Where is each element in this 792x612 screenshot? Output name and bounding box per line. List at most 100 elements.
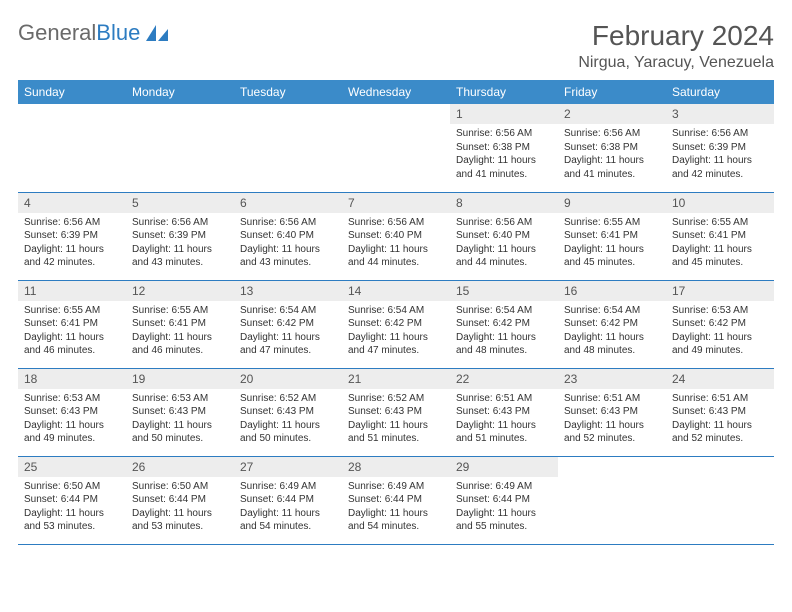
day-number-empty [342,104,450,123]
day-cell [126,104,234,192]
day-cell [558,456,666,544]
day-details: Sunrise: 6:49 AMSunset: 6:44 PMDaylight:… [234,477,342,540]
day-number-empty [558,457,666,477]
day-cell: 22Sunrise: 6:51 AMSunset: 6:43 PMDayligh… [450,368,558,456]
day-number: 11 [18,281,126,301]
day-details: Sunrise: 6:50 AMSunset: 6:44 PMDaylight:… [18,477,126,540]
day-number: 1 [450,104,558,124]
day-cell: 5Sunrise: 6:56 AMSunset: 6:39 PMDaylight… [126,192,234,280]
weekday-header: Monday [126,80,234,104]
day-cell: 18Sunrise: 6:53 AMSunset: 6:43 PMDayligh… [18,368,126,456]
weekday-header: Thursday [450,80,558,104]
day-number-empty [18,104,126,123]
day-number-empty [666,457,774,477]
day-details: Sunrise: 6:54 AMSunset: 6:42 PMDaylight:… [450,301,558,364]
day-number: 12 [126,281,234,301]
day-cell: 7Sunrise: 6:56 AMSunset: 6:40 PMDaylight… [342,192,450,280]
day-number: 9 [558,193,666,213]
logo-part1: General [18,20,96,45]
logo: GeneralBlue [18,20,170,46]
day-cell [666,456,774,544]
day-number: 3 [666,104,774,124]
day-details: Sunrise: 6:56 AMSunset: 6:40 PMDaylight:… [342,213,450,276]
day-number-empty [234,104,342,123]
day-details: Sunrise: 6:55 AMSunset: 6:41 PMDaylight:… [558,213,666,276]
day-cell [342,104,450,192]
day-number: 24 [666,369,774,389]
day-number: 15 [450,281,558,301]
weekday-header: Friday [558,80,666,104]
day-cell: 15Sunrise: 6:54 AMSunset: 6:42 PMDayligh… [450,280,558,368]
day-number: 21 [342,369,450,389]
day-details: Sunrise: 6:55 AMSunset: 6:41 PMDaylight:… [18,301,126,364]
day-number: 29 [450,457,558,477]
logo-part2: Blue [96,20,140,45]
day-number: 19 [126,369,234,389]
weekday-header: Saturday [666,80,774,104]
day-number: 26 [126,457,234,477]
weekday-header: Sunday [18,80,126,104]
day-cell: 11Sunrise: 6:55 AMSunset: 6:41 PMDayligh… [18,280,126,368]
day-cell: 9Sunrise: 6:55 AMSunset: 6:41 PMDaylight… [558,192,666,280]
day-cell: 26Sunrise: 6:50 AMSunset: 6:44 PMDayligh… [126,456,234,544]
day-cell: 6Sunrise: 6:56 AMSunset: 6:40 PMDaylight… [234,192,342,280]
day-cell: 27Sunrise: 6:49 AMSunset: 6:44 PMDayligh… [234,456,342,544]
day-number: 6 [234,193,342,213]
day-details: Sunrise: 6:54 AMSunset: 6:42 PMDaylight:… [558,301,666,364]
weekday-header: Wednesday [342,80,450,104]
calendar-body: 1Sunrise: 6:56 AMSunset: 6:38 PMDaylight… [18,104,774,544]
day-details: Sunrise: 6:56 AMSunset: 6:40 PMDaylight:… [450,213,558,276]
day-details: Sunrise: 6:54 AMSunset: 6:42 PMDaylight:… [234,301,342,364]
day-number: 13 [234,281,342,301]
day-cell: 14Sunrise: 6:54 AMSunset: 6:42 PMDayligh… [342,280,450,368]
month-title: February 2024 [578,20,774,52]
day-details: Sunrise: 6:51 AMSunset: 6:43 PMDaylight:… [450,389,558,452]
day-number-empty [126,104,234,123]
day-details: Sunrise: 6:53 AMSunset: 6:43 PMDaylight:… [126,389,234,452]
day-cell: 16Sunrise: 6:54 AMSunset: 6:42 PMDayligh… [558,280,666,368]
day-details: Sunrise: 6:49 AMSunset: 6:44 PMDaylight:… [450,477,558,540]
day-number: 10 [666,193,774,213]
weekday-header-row: SundayMondayTuesdayWednesdayThursdayFrid… [18,80,774,104]
day-number: 14 [342,281,450,301]
day-details: Sunrise: 6:54 AMSunset: 6:42 PMDaylight:… [342,301,450,364]
day-number: 4 [18,193,126,213]
day-cell: 25Sunrise: 6:50 AMSunset: 6:44 PMDayligh… [18,456,126,544]
day-details: Sunrise: 6:49 AMSunset: 6:44 PMDaylight:… [342,477,450,540]
calendar-week-row: 18Sunrise: 6:53 AMSunset: 6:43 PMDayligh… [18,368,774,456]
day-cell: 4Sunrise: 6:56 AMSunset: 6:39 PMDaylight… [18,192,126,280]
day-cell: 1Sunrise: 6:56 AMSunset: 6:38 PMDaylight… [450,104,558,192]
day-details: Sunrise: 6:56 AMSunset: 6:39 PMDaylight:… [18,213,126,276]
day-cell: 28Sunrise: 6:49 AMSunset: 6:44 PMDayligh… [342,456,450,544]
day-number: 20 [234,369,342,389]
location: Nirgua, Yaracuy, Venezuela [578,54,774,72]
calendar-week-row: 4Sunrise: 6:56 AMSunset: 6:39 PMDaylight… [18,192,774,280]
day-number: 7 [342,193,450,213]
day-cell: 19Sunrise: 6:53 AMSunset: 6:43 PMDayligh… [126,368,234,456]
logo-sail-icon [144,23,170,43]
day-cell [234,104,342,192]
day-cell [18,104,126,192]
day-number: 2 [558,104,666,124]
day-details: Sunrise: 6:56 AMSunset: 6:40 PMDaylight:… [234,213,342,276]
day-number: 17 [666,281,774,301]
day-number: 8 [450,193,558,213]
day-cell: 21Sunrise: 6:52 AMSunset: 6:43 PMDayligh… [342,368,450,456]
calendar-table: SundayMondayTuesdayWednesdayThursdayFrid… [18,80,774,545]
weekday-header: Tuesday [234,80,342,104]
calendar-week-row: 11Sunrise: 6:55 AMSunset: 6:41 PMDayligh… [18,280,774,368]
day-cell: 24Sunrise: 6:51 AMSunset: 6:43 PMDayligh… [666,368,774,456]
day-details: Sunrise: 6:56 AMSunset: 6:39 PMDaylight:… [666,124,774,187]
day-details: Sunrise: 6:52 AMSunset: 6:43 PMDaylight:… [342,389,450,452]
day-details: Sunrise: 6:53 AMSunset: 6:42 PMDaylight:… [666,301,774,364]
day-details: Sunrise: 6:56 AMSunset: 6:38 PMDaylight:… [558,124,666,187]
day-details: Sunrise: 6:55 AMSunset: 6:41 PMDaylight:… [666,213,774,276]
day-details: Sunrise: 6:55 AMSunset: 6:41 PMDaylight:… [126,301,234,364]
day-number: 22 [450,369,558,389]
day-cell: 10Sunrise: 6:55 AMSunset: 6:41 PMDayligh… [666,192,774,280]
day-number: 25 [18,457,126,477]
day-number: 23 [558,369,666,389]
day-details: Sunrise: 6:56 AMSunset: 6:38 PMDaylight:… [450,124,558,187]
title-block: February 2024 Nirgua, Yaracuy, Venezuela [578,20,774,72]
calendar-week-row: 25Sunrise: 6:50 AMSunset: 6:44 PMDayligh… [18,456,774,544]
